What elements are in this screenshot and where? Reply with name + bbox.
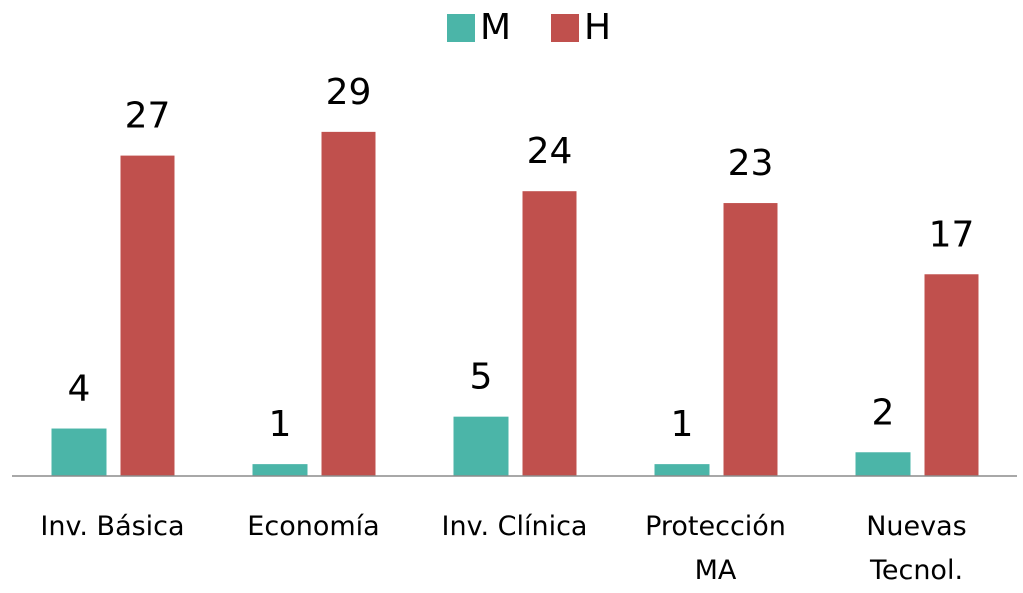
- x-tick-label: Economía: [247, 511, 380, 542]
- value-label: 23: [728, 143, 774, 184]
- value-label: 4: [68, 369, 91, 410]
- bar: [120, 155, 175, 476]
- bar: [723, 203, 778, 477]
- legend-swatch: [551, 14, 579, 42]
- legend-label: H: [584, 7, 611, 48]
- bar: [51, 428, 107, 476]
- value-label: 2: [872, 392, 895, 433]
- bar: [522, 191, 577, 476]
- value-label: 29: [326, 72, 372, 113]
- value-label: 17: [929, 214, 975, 255]
- legend-label: M: [480, 7, 511, 48]
- x-tick-label: Inv. Básica: [40, 511, 185, 542]
- x-tick-label: Protección MA: [645, 511, 786, 586]
- bar: [855, 452, 911, 476]
- bar: [321, 131, 376, 476]
- bar: [453, 416, 509, 476]
- value-label: 1: [671, 404, 694, 445]
- x-tick-label: Nuevas Tecnol.: [866, 511, 967, 586]
- bar: [252, 464, 308, 476]
- value-label: 24: [527, 131, 573, 172]
- value-label: 5: [470, 357, 493, 398]
- legend-swatch: [447, 14, 475, 42]
- value-label: 1: [269, 404, 292, 445]
- x-tick-label: Inv. Clínica: [441, 511, 588, 542]
- bar: [654, 464, 710, 476]
- value-label: 27: [125, 96, 171, 137]
- bar: [924, 274, 979, 476]
